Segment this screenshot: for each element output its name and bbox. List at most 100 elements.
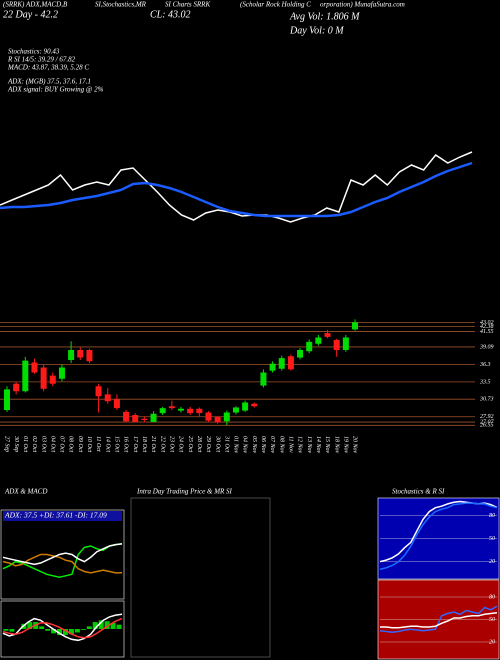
candle-body: [95, 386, 102, 397]
candle-body: [150, 413, 157, 422]
candle-body: [86, 350, 93, 362]
x-tick-label: 24 Oct: [178, 436, 185, 452]
y-tick-label: 42.38: [480, 323, 494, 330]
series-line: [2, 543, 123, 566]
x-tick-label: 08 Oct: [68, 436, 74, 452]
series-line: [0, 151, 473, 223]
panel-title: Intra Day Trading Price & MR SI: [136, 488, 233, 496]
x-tick-label: 23 Oct: [168, 436, 174, 452]
x-tick-label: 28 Oct: [196, 436, 202, 452]
candle-body: [77, 350, 84, 358]
x-tick-label: 12 Nov: [297, 436, 303, 454]
stat-text: ADX signal: BUY Growing @ 2%: [7, 86, 104, 94]
macd-bar: [98, 620, 104, 629]
y-tick-label: 43.02: [480, 319, 494, 326]
candle-body: [104, 394, 111, 402]
candle-body: [159, 408, 166, 414]
x-tick-label: 14 Oct: [104, 436, 111, 452]
x-tick-label: 13 Nov: [306, 436, 312, 454]
stat-text: MACD: 43.87, 38.39, 5.28 C: [7, 64, 89, 72]
header-text: Avg Vol: 1.806 M: [289, 11, 360, 22]
x-tick-label: 14 Nov: [315, 436, 322, 454]
macd-bar: [39, 626, 45, 629]
candle-body: [58, 367, 65, 379]
macd-bar: [86, 626, 92, 629]
candle-body: [232, 407, 239, 413]
candle-body: [31, 362, 38, 373]
y-tick-label: 20: [489, 639, 495, 645]
candle-body: [242, 402, 249, 411]
y-tick-label: 26.55: [480, 423, 494, 429]
x-tick-label: 18 Oct: [141, 436, 147, 452]
x-tick-label: 20 Nov: [352, 436, 358, 454]
stat-text: Stochastics: 90.43: [8, 48, 60, 56]
y-tick-label: 20: [489, 559, 495, 565]
macd-bar: [51, 629, 57, 634]
header-text: orporation) MunafaSutra.com: [320, 1, 405, 9]
candle-body: [196, 408, 203, 414]
x-tick-label: 16 Oct: [123, 436, 129, 452]
candle-body: [315, 337, 322, 344]
x-tick-label: 09 Oct: [77, 436, 83, 452]
macd-bar: [104, 621, 110, 629]
panel: [130, 497, 271, 658]
candle-body: [342, 337, 349, 350]
candle-body: [178, 408, 184, 411]
candle-body: [287, 356, 294, 370]
candle-body: [22, 360, 29, 392]
y-tick-label: 80: [489, 513, 495, 519]
y-tick-label: 41.55: [480, 328, 494, 335]
x-tick-label: 06 Nov: [260, 436, 266, 454]
macd-bar: [92, 622, 98, 629]
candle-body: [269, 363, 276, 371]
x-tick-label: 01 Oct: [22, 436, 28, 452]
candle-body: [13, 383, 20, 392]
macd-bar: [80, 629, 86, 630]
header-text: (Scholar Rock Holding C: [240, 1, 311, 9]
candle-body: [297, 350, 304, 358]
y-tick-label: 50: [489, 617, 495, 623]
candle-body: [187, 408, 194, 414]
macd-bar: [27, 622, 33, 629]
candle-body: [123, 411, 130, 422]
series-line: [379, 605, 498, 634]
candle-body: [214, 416, 221, 423]
x-tick-label: 07 Nov: [269, 436, 275, 454]
macd-bar: [45, 629, 51, 631]
macd-bar: [63, 629, 68, 636]
x-tick-label: 30 Sep: [13, 435, 19, 452]
candle-body: [278, 358, 285, 369]
candle-body: [333, 340, 340, 350]
candle-body: [306, 341, 313, 352]
macd-bar: [3, 629, 9, 631]
x-tick-label: 18 Nov: [333, 436, 339, 454]
x-tick-label: 02 Oct: [31, 436, 37, 452]
macd-bar: [110, 622, 116, 629]
y-tick-label: 33.5: [479, 379, 491, 385]
header-text: Day Vol: 0 M: [289, 25, 344, 36]
candle-body: [113, 399, 120, 409]
y-tick-label: 80: [489, 594, 495, 600]
x-tick-label: 30 Oct: [214, 435, 220, 452]
candle-body: [223, 412, 230, 422]
candle-body: [260, 372, 267, 386]
candle-body: [251, 403, 258, 407]
macd-bar: [68, 629, 74, 635]
header-text: (SRRK) ADX,MACD,B: [3, 1, 68, 9]
candle-body: [49, 375, 56, 384]
candle-body: [141, 418, 148, 420]
x-tick-label: 03 Oct: [40, 436, 46, 452]
series-line: [379, 502, 498, 571]
x-tick-label: 31 Oct: [223, 435, 229, 452]
header-text: 22 Day - 42.2: [3, 9, 58, 20]
series-line: [380, 612, 498, 629]
x-tick-label: 01 Nov: [233, 436, 239, 454]
y-tick-label: 27.92: [480, 414, 494, 420]
x-tick-label: 11 Nov: [288, 436, 294, 453]
x-tick-label: 10 Oct: [86, 436, 92, 452]
macd-bar: [116, 624, 122, 629]
candle-body: [352, 322, 358, 330]
y-tick-label: 39.09: [479, 344, 494, 350]
x-tick-label: 08 Nov: [278, 436, 284, 454]
